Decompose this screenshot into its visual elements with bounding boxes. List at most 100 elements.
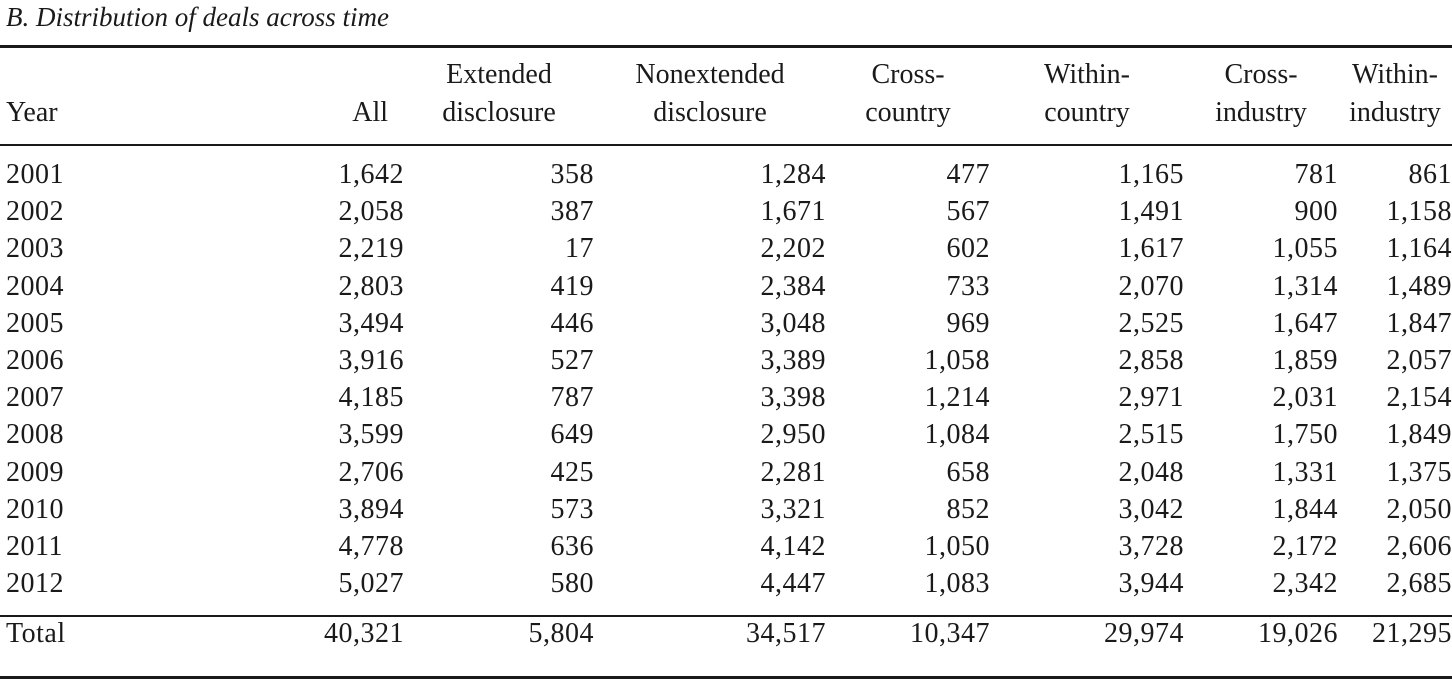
row-year: 2006 bbox=[6, 345, 64, 377]
table-cell: 1,671 bbox=[760, 196, 826, 228]
table-cell: 3,389 bbox=[760, 345, 826, 377]
column-header-within-country: Within-country bbox=[1044, 59, 1130, 128]
table-cell: 2,706 bbox=[338, 456, 404, 488]
table-cell: 358 bbox=[550, 159, 594, 190]
total-cell: 21,295 bbox=[1372, 618, 1452, 650]
table-cell: 1,164 bbox=[1386, 233, 1452, 265]
table-row: 2001 1,642 358 1,284 477 1,165 781 861 bbox=[0, 144, 1452, 193]
table-cell: 781 bbox=[1294, 159, 1338, 190]
table-cell: 1,050 bbox=[924, 531, 990, 563]
table-cell: 2,342 bbox=[1272, 568, 1338, 600]
column-header-cross-country: Cross-country bbox=[865, 59, 951, 128]
table-cell: 567 bbox=[946, 196, 990, 228]
table-row: 2002 2,058 387 1,671 567 1,491 900 1,158 bbox=[0, 193, 1452, 230]
column-header-within-industry: Within-industry bbox=[1349, 59, 1441, 128]
table-cell: 527 bbox=[550, 345, 594, 377]
header-rule bbox=[0, 144, 1452, 146]
table-cell: 17 bbox=[565, 233, 594, 265]
table-caption: B. Distribution of deals across time bbox=[6, 2, 389, 32]
table-cell: 3,321 bbox=[760, 493, 826, 525]
total-cell: 5,804 bbox=[528, 618, 594, 650]
total-cell: 19,026 bbox=[1258, 618, 1338, 650]
table-cell: 1,642 bbox=[338, 159, 404, 190]
table-cell: 2,384 bbox=[760, 270, 826, 302]
table-cell: 2,950 bbox=[760, 419, 826, 451]
table-cell: 649 bbox=[550, 419, 594, 451]
table-cell: 2,281 bbox=[760, 456, 826, 488]
column-header-extended-disclosure: Extended disclosure bbox=[442, 59, 556, 128]
table-cell: 2,154 bbox=[1386, 382, 1452, 414]
row-year: 2010 bbox=[6, 493, 64, 525]
table-cell: 1,284 bbox=[760, 159, 826, 190]
table-cell: 2,058 bbox=[338, 196, 404, 228]
row-year: 2003 bbox=[6, 233, 64, 265]
column-header-cross-industry: Cross-industry bbox=[1215, 59, 1307, 128]
table-row: 2006 3,916 527 3,389 1,058 2,858 1,859 2,057 bbox=[0, 342, 1452, 379]
row-year: 2012 bbox=[6, 568, 64, 600]
table-cell: 1,055 bbox=[1272, 233, 1338, 265]
table-cell: 3,398 bbox=[760, 382, 826, 414]
row-year: 2011 bbox=[6, 531, 63, 563]
table-cell: 1,859 bbox=[1272, 345, 1338, 377]
table-cell: 3,599 bbox=[338, 419, 404, 451]
column-header-nonextended-disclosure: Nonextended disclosure bbox=[635, 59, 785, 128]
table-cell: 2,858 bbox=[1118, 345, 1184, 377]
total-row: Total 40,321 5,804 34,517 10,347 29,974 … bbox=[0, 602, 1452, 663]
table-cell: 3,042 bbox=[1118, 493, 1184, 525]
table-row: 2003 2,219 17 2,202 602 1,617 1,055 1,164 bbox=[0, 230, 1452, 267]
row-year: 2007 bbox=[6, 382, 64, 414]
table-cell: 3,494 bbox=[338, 307, 404, 339]
table-cell: 1,847 bbox=[1386, 307, 1452, 339]
total-label: Total bbox=[6, 618, 66, 650]
table-cell: 1,314 bbox=[1272, 270, 1338, 302]
table-cell: 5,027 bbox=[338, 568, 404, 600]
table-cell: 477 bbox=[946, 159, 990, 190]
table-cell: 4,185 bbox=[338, 382, 404, 414]
table-cell: 3,894 bbox=[338, 493, 404, 525]
table-cell: 2,219 bbox=[338, 233, 404, 265]
header-row: Year All Extended disclosure Nonextended d… bbox=[0, 48, 1452, 144]
table-cell: 387 bbox=[550, 196, 594, 228]
table-cell: 1,058 bbox=[924, 345, 990, 377]
table-cell: 4,447 bbox=[760, 568, 826, 600]
table-header: Year All Extended disclosure Nonextended d… bbox=[0, 48, 1452, 144]
table-cell: 1,158 bbox=[1386, 196, 1452, 228]
table-row: 2010 3,894 573 3,321 852 3,042 1,844 2,050 bbox=[0, 491, 1452, 528]
table-cell: 1,849 bbox=[1386, 419, 1452, 451]
table-cell: 2,202 bbox=[760, 233, 826, 265]
table-cell: 1,617 bbox=[1118, 233, 1184, 265]
bottom-rule bbox=[0, 676, 1452, 679]
table-cell: 852 bbox=[946, 493, 990, 525]
total-cell: 40,321 bbox=[324, 618, 404, 650]
table-cell: 2,172 bbox=[1272, 531, 1338, 563]
deals-table: Year All Extended disclosure Nonextended d… bbox=[0, 48, 1452, 663]
table-cell: 4,142 bbox=[760, 531, 826, 563]
table-cell: 2,606 bbox=[1386, 531, 1452, 563]
column-header-all: All bbox=[352, 97, 388, 128]
table-cell: 573 bbox=[550, 493, 594, 525]
table-cell: 602 bbox=[946, 233, 990, 265]
table-cell: 1,084 bbox=[924, 419, 990, 451]
table-cell: 425 bbox=[550, 456, 594, 488]
table-cell: 446 bbox=[550, 307, 594, 339]
table-row: 2005 3,494 446 3,048 969 2,525 1,647 1,847 bbox=[0, 305, 1452, 342]
table-cell: 2,057 bbox=[1386, 345, 1452, 377]
table-row: 2004 2,803 419 2,384 733 2,070 1,314 1,489 bbox=[0, 268, 1452, 305]
table-cell: 2,031 bbox=[1272, 382, 1338, 414]
table-cell: 3,728 bbox=[1118, 531, 1184, 563]
table-cell: 1,331 bbox=[1272, 456, 1338, 488]
table-cell: 419 bbox=[550, 270, 594, 302]
table-row: 2011 4,778 636 4,142 1,050 3,728 2,172 2,606 bbox=[0, 528, 1452, 565]
total-rule bbox=[0, 615, 1452, 617]
table-cell: 1,165 bbox=[1118, 159, 1184, 190]
table-body: 2001 1,642 358 1,284 477 1,165 781 861 2002 2,058… bbox=[0, 144, 1452, 602]
table-cell: 1,083 bbox=[924, 568, 990, 600]
row-year: 2004 bbox=[6, 270, 64, 302]
table-cell: 1,647 bbox=[1272, 307, 1338, 339]
table-cell: 900 bbox=[1294, 196, 1338, 228]
table-cell: 2,803 bbox=[338, 270, 404, 302]
total-cell: 10,347 bbox=[910, 618, 990, 650]
table-cell: 969 bbox=[946, 307, 990, 339]
table-cell: 1,491 bbox=[1118, 196, 1184, 228]
column-header-year: Year bbox=[6, 97, 58, 128]
